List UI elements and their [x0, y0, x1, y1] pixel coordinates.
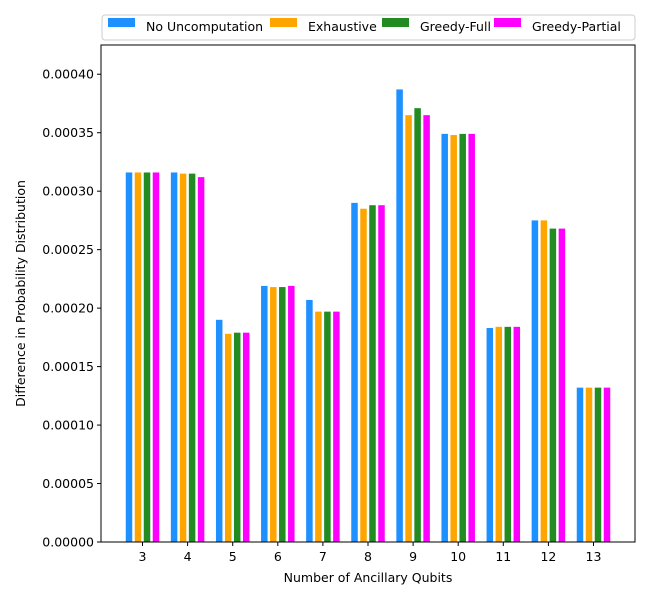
bar-no-uncomputation-9 — [396, 89, 403, 542]
axes-group: 0.00000 0.00005 0.00010 0.00015 0.00020 0.000… — [42, 44, 636, 564]
legend-label: Exhaustive — [308, 19, 377, 34]
bar-greedy-partial-12 — [558, 228, 566, 542]
x-tick-label: 4 — [184, 549, 192, 564]
legend-swatch — [494, 18, 521, 27]
y-axis-label: Difference in Probability Distribution — [13, 180, 28, 407]
bar-greedy-full-11 — [504, 326, 512, 542]
y-tick-label: 0.00005 — [42, 476, 94, 491]
x-tick-label: 10 — [450, 549, 466, 564]
bar-exhaustive-8 — [360, 208, 367, 542]
x-tick-label: 9 — [409, 549, 417, 564]
y-tick-label: 0.00010 — [42, 418, 94, 433]
bar-exhaustive-10 — [450, 135, 457, 542]
bar-exhaustive-6 — [270, 287, 277, 542]
x-tick-label: 12 — [540, 549, 556, 564]
legend-swatch — [108, 18, 135, 27]
y-tick-label: 0.00040 — [42, 67, 94, 82]
bar-greedy-partial-7 — [333, 311, 340, 542]
bar-no-uncomputation-8 — [351, 202, 358, 542]
y-tick-label: 0.00030 — [42, 184, 94, 199]
legend-label: No Uncomputation — [146, 19, 263, 34]
bar-greedy-partial-5 — [242, 332, 250, 542]
bar-greedy-full-8 — [369, 205, 376, 542]
bar-greedy-partial-11 — [513, 326, 521, 542]
bar-exhaustive-7 — [315, 311, 322, 542]
bar-greedy-partial-10 — [468, 133, 475, 542]
bar-greedy-partial-9 — [423, 115, 430, 542]
bar-exhaustive-4 — [179, 173, 187, 542]
x-axis-label: Number of Ancillary Qubits — [284, 570, 453, 585]
y-tick-label: 0.00000 — [42, 535, 94, 550]
bars-group — [125, 89, 611, 543]
bar-greedy-full-7 — [324, 311, 331, 542]
bar-greedy-full-10 — [459, 133, 466, 542]
bar-greedy-partial-3 — [152, 172, 160, 542]
bar-greedy-full-4 — [188, 173, 196, 542]
y-tick-label: 0.00020 — [42, 301, 94, 316]
legend-label: Greedy-Full — [420, 19, 491, 34]
bar-no-uncomputation-3 — [125, 172, 133, 542]
bar-no-uncomputation-5 — [215, 319, 223, 542]
bar-exhaustive-3 — [134, 172, 142, 542]
bar-exhaustive-13 — [585, 387, 593, 542]
x-tick-label: 11 — [495, 549, 511, 564]
x-tick-label: 6 — [274, 549, 282, 564]
bar-no-uncomputation-6 — [261, 285, 268, 542]
x-tick-label: 13 — [586, 549, 602, 564]
y-tick-label: 0.00025 — [42, 242, 94, 257]
y-tick-label: 0.00035 — [42, 125, 94, 140]
bar-exhaustive-9 — [405, 115, 412, 542]
x-tick-label: 7 — [319, 549, 327, 564]
bar-no-uncomputation-13 — [576, 387, 584, 542]
bar-greedy-full-5 — [233, 332, 241, 542]
bar-greedy-partial-8 — [378, 205, 385, 542]
bar-greedy-full-3 — [143, 172, 151, 542]
bar-greedy-full-13 — [594, 387, 602, 542]
bar-greedy-full-12 — [549, 228, 557, 542]
bar-no-uncomputation-12 — [531, 220, 539, 543]
bar-no-uncomputation-7 — [306, 299, 313, 542]
bar-greedy-partial-13 — [603, 387, 611, 542]
y-tick-label: 0.00015 — [42, 359, 94, 374]
legend-label: Greedy-Partial — [532, 19, 621, 34]
bar-exhaustive-12 — [540, 220, 548, 543]
bar-greedy-full-6 — [279, 287, 286, 542]
bar-exhaustive-5 — [224, 333, 232, 542]
bar-no-uncomputation-4 — [170, 172, 178, 542]
bar-no-uncomputation-11 — [486, 327, 494, 542]
bar-exhaustive-11 — [495, 326, 503, 542]
x-tick-label: 3 — [139, 549, 147, 564]
legend-swatch — [270, 18, 297, 27]
bar-greedy-partial-4 — [197, 177, 205, 542]
legend: No Uncomputation Exhaustive Greedy-Full Gre… — [101, 14, 636, 41]
bar-no-uncomputation-10 — [441, 133, 448, 542]
x-tick-label: 5 — [229, 549, 237, 564]
bar-greedy-partial-6 — [288, 285, 295, 542]
legend-swatch — [382, 18, 409, 27]
x-tick-label: 8 — [364, 549, 372, 564]
bar-greedy-full-9 — [414, 108, 421, 543]
